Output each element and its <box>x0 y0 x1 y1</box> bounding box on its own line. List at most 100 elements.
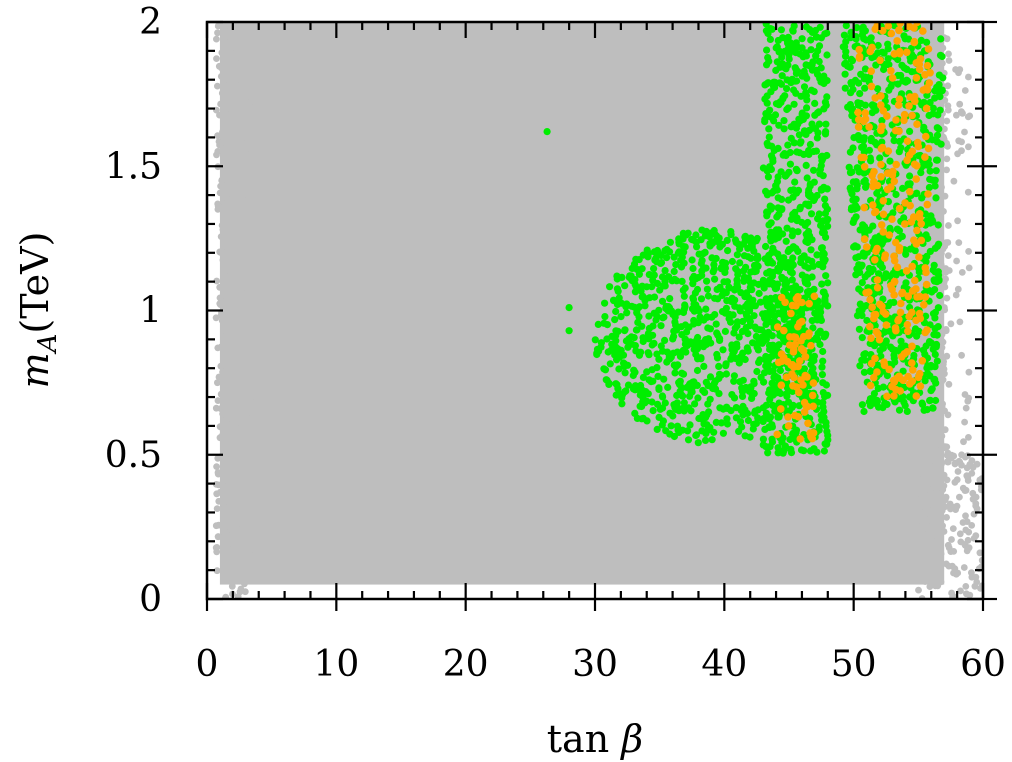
gray-point <box>972 532 980 540</box>
green-point <box>860 407 868 416</box>
y-tick-label: 0 <box>139 579 162 620</box>
y-tick-label: 1 <box>139 291 162 332</box>
orange-point <box>924 190 932 198</box>
gray-point <box>937 261 945 269</box>
gray-point <box>931 451 938 459</box>
orange-point <box>893 263 902 272</box>
gray-point <box>217 390 225 398</box>
green-point <box>733 251 742 259</box>
gray-point <box>235 372 243 379</box>
green-point <box>704 324 712 332</box>
gray-point <box>924 502 931 509</box>
green-point <box>755 358 763 366</box>
green-point <box>926 98 934 107</box>
orange-point <box>903 137 912 145</box>
orange-point <box>870 167 878 176</box>
gray-point <box>230 53 238 61</box>
gray-point <box>922 494 929 502</box>
green-point <box>880 236 888 245</box>
green-point <box>841 60 849 68</box>
green-point <box>712 320 720 328</box>
orange-point <box>802 402 810 410</box>
gray-point <box>914 528 922 536</box>
green-point <box>686 392 694 400</box>
green-point <box>733 340 741 348</box>
gray-point <box>925 421 933 429</box>
gray-point <box>226 293 234 301</box>
orange-point <box>867 67 875 75</box>
gray-point <box>239 534 246 542</box>
green-point <box>661 267 669 275</box>
gray-point <box>919 566 927 573</box>
orange-point <box>794 413 803 421</box>
green-point <box>738 392 747 400</box>
green-point <box>732 404 740 412</box>
gray-point <box>938 338 946 345</box>
green-point <box>734 271 742 279</box>
green-point <box>931 308 940 316</box>
green-point <box>700 362 708 370</box>
green-point <box>777 26 786 34</box>
green-point <box>823 93 831 101</box>
green-point <box>939 74 947 82</box>
green-point <box>785 51 793 59</box>
green-point <box>797 92 805 100</box>
green-point <box>841 70 849 78</box>
gray-point <box>232 39 240 46</box>
green-point <box>863 316 871 325</box>
green-point <box>861 350 869 358</box>
orange-point <box>865 123 873 131</box>
orange-point <box>888 382 896 391</box>
green-point <box>774 280 782 288</box>
green-point <box>766 443 774 451</box>
green-point <box>612 307 620 316</box>
orange-point <box>809 379 818 387</box>
green-point <box>620 360 628 368</box>
green-point <box>906 172 914 180</box>
green-point <box>923 406 931 414</box>
gray-point <box>867 22 875 28</box>
gray-point <box>243 529 251 537</box>
green-point <box>692 301 700 309</box>
green-point <box>708 436 716 444</box>
gray-point <box>549 22 557 30</box>
green-point <box>789 122 797 130</box>
green-point <box>637 287 645 295</box>
orange-point <box>906 93 914 101</box>
axis-ticks <box>205 20 997 611</box>
gray-point <box>245 341 252 349</box>
green-point <box>650 339 658 347</box>
green-point <box>613 356 621 364</box>
green-point <box>779 434 787 442</box>
green-point <box>783 85 791 93</box>
green-point <box>715 335 724 343</box>
gray-point <box>711 26 719 34</box>
green-point <box>744 315 752 323</box>
green-point <box>735 427 743 435</box>
orange-point <box>923 326 931 334</box>
green-point <box>730 329 738 337</box>
orange-point <box>880 361 889 370</box>
gray-point <box>243 284 250 291</box>
green-point <box>736 378 744 386</box>
gray-point <box>938 344 946 351</box>
green-point <box>921 350 929 358</box>
gray-point <box>214 202 222 210</box>
green-point <box>897 337 905 345</box>
gray-point <box>213 463 221 470</box>
green-point <box>806 192 814 201</box>
gray-point <box>214 397 222 404</box>
green-point <box>606 360 614 368</box>
green-point <box>680 292 688 300</box>
green-point <box>697 295 706 303</box>
gray-point <box>223 111 231 118</box>
green-point <box>754 414 762 422</box>
orange-point <box>901 220 909 228</box>
green-point <box>697 355 705 363</box>
orange-point <box>881 251 890 259</box>
green-point <box>891 348 899 356</box>
green-point <box>702 305 710 313</box>
green-point <box>694 439 702 447</box>
orange-point <box>808 391 817 400</box>
green-point <box>928 385 936 393</box>
